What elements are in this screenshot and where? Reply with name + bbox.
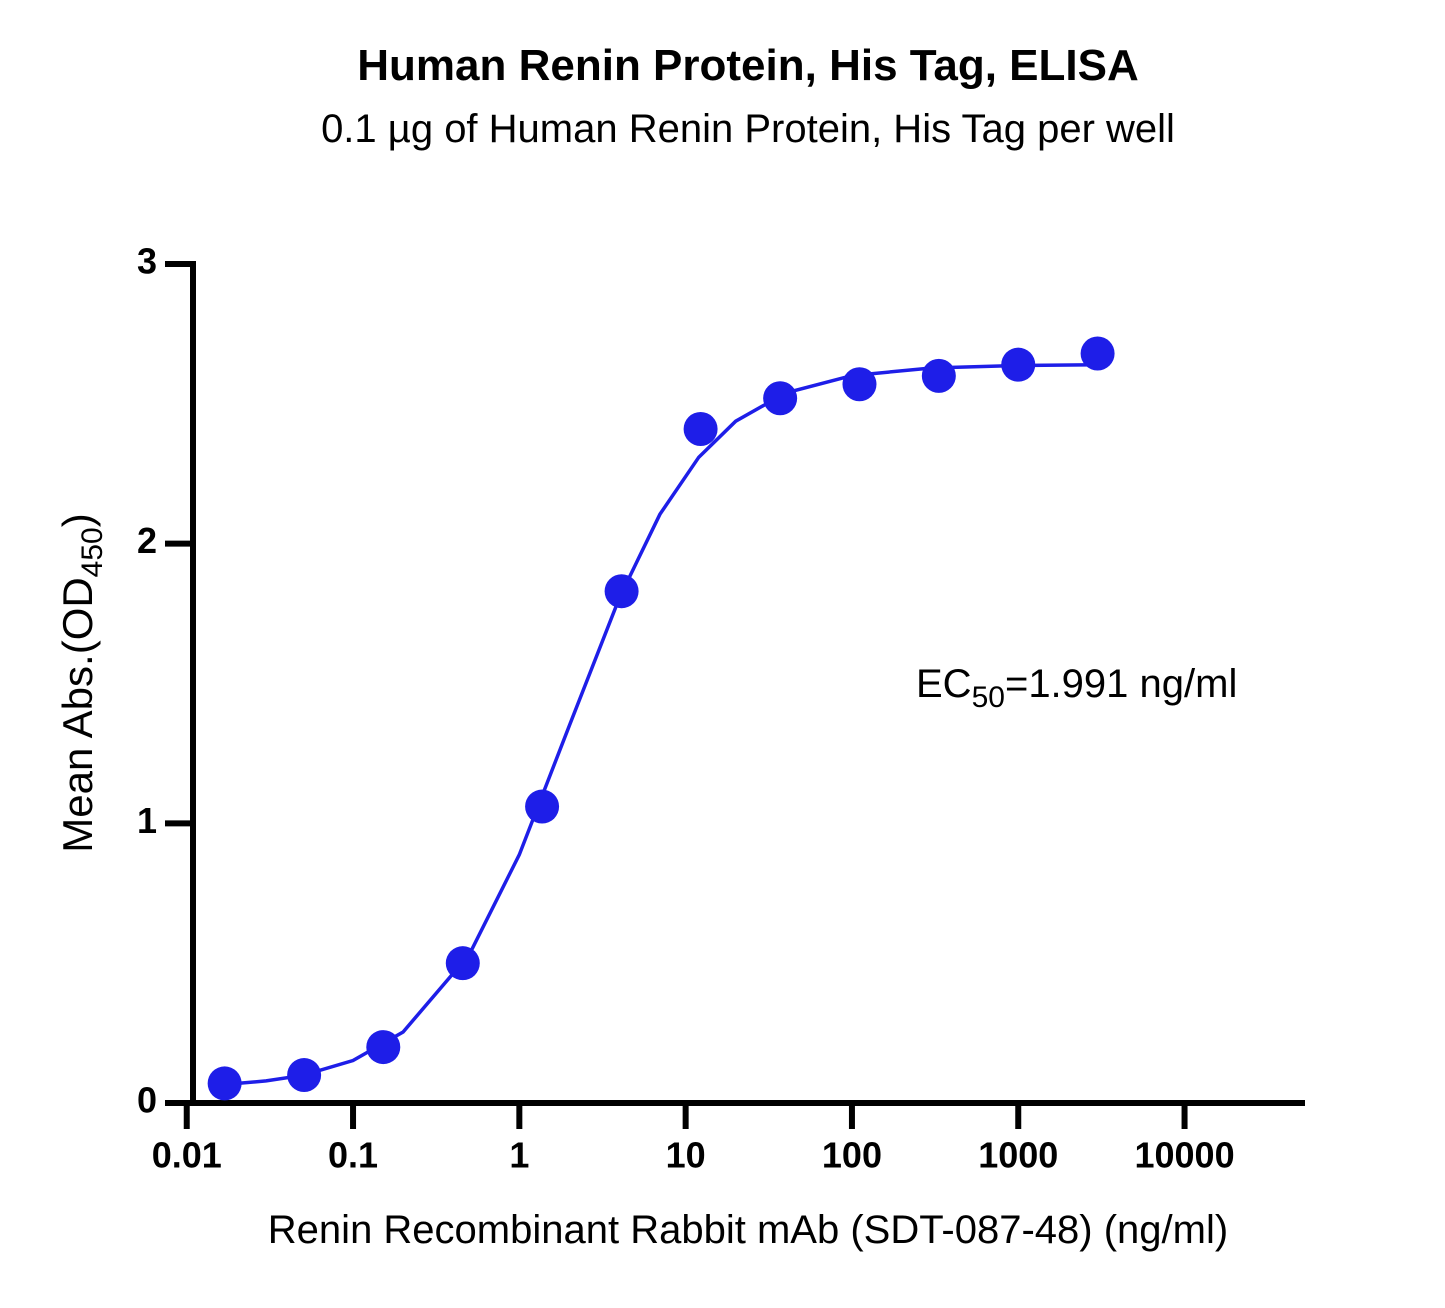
x-tick-label: 0.1 [328,1135,378,1176]
y-tick-label: 0 [137,1080,157,1121]
chart-subtitle: 0.1 µg of Human Renin Protein, His Tag p… [321,107,1175,151]
data-point [366,1030,401,1065]
x-tick-label: 1 [509,1135,529,1176]
y-axis-label: Mean Abs.(OD450) [54,513,109,853]
x-tick-label: 10 [666,1135,706,1176]
y-tick-label: 2 [137,520,157,561]
x-tick-label: 10000 [1134,1135,1234,1176]
y-tick-label: 3 [137,241,157,282]
fit-curve [224,362,1098,1087]
data-point [525,789,560,824]
data-point [921,358,956,393]
data-point [1001,347,1036,382]
chart-title: Human Renin Protein, His Tag, ELISA [357,41,1139,90]
y-axis-label-end: ) [54,513,101,527]
data-point [207,1066,242,1101]
data-point [287,1058,322,1093]
data-point [763,381,798,416]
x-tick-label: 100 [822,1135,882,1176]
x-axis-label: Renin Recombinant Rabbit mAb (SDT-087-48… [268,1208,1228,1252]
ec50-annotation: EC50=1.991 ng/ml [916,662,1237,714]
x-tick-label: 1000 [978,1135,1058,1176]
data-point [842,367,877,402]
annotation-end: =1.991 ng/ml [1005,662,1237,706]
annotation-sub: 50 [972,681,1005,714]
data-point [445,946,480,981]
data-point [683,412,718,447]
data-point [1080,336,1115,371]
x-tick-label: 0.01 [152,1135,222,1176]
annotation-text: EC [916,662,972,706]
y-tick-label: 1 [137,800,157,841]
y-axis-label-text: Mean Abs.(OD [54,577,101,852]
data-point [604,574,639,609]
y-axis-label-sub: 450 [76,527,109,577]
